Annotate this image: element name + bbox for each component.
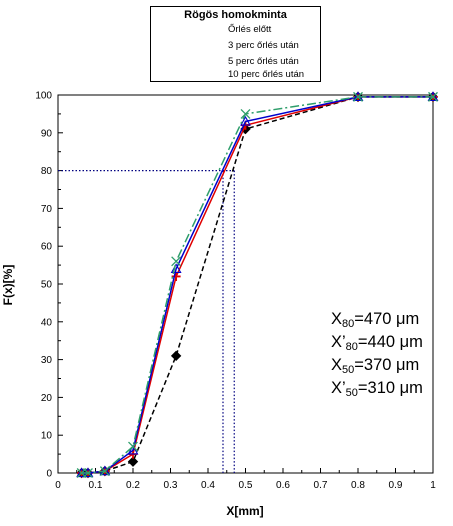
x-tick-label: 0.6 (276, 480, 290, 491)
y-tick-label: 40 (41, 317, 53, 328)
series-line-2 (81, 96, 433, 474)
plot-frame (57, 94, 434, 474)
data-point-series-4 (99, 466, 110, 477)
data-point-series-4 (428, 91, 438, 102)
x-tick-label: 0.5 (239, 480, 253, 491)
data-point-series-3 (127, 444, 139, 455)
data-point-series-4 (240, 108, 251, 119)
y-tick-label: 0 (46, 469, 52, 480)
data-point-series-3 (240, 115, 251, 126)
y-tick-label: 50 (41, 280, 53, 291)
y-tick-label: 10 (41, 431, 53, 442)
y-tick-label: 70 (41, 204, 53, 215)
y-tick-label: 30 (41, 355, 53, 366)
y-tick-label: 80 (41, 166, 53, 177)
x-tick-label: 0.1 (89, 480, 103, 491)
x-tick-label: 0.9 (389, 480, 403, 491)
series-line-4 (81, 96, 433, 474)
annotation-x50-prime: X’50=310 μm (331, 379, 423, 399)
y-tick-label: 90 (41, 128, 53, 139)
x-tick-label: 0 (55, 480, 61, 491)
data-point-series-4 (171, 256, 182, 267)
x-tick-label: 0.2 (126, 480, 140, 491)
data-point-series-4 (83, 468, 93, 478)
data-point-series-1 (127, 456, 139, 467)
legend-entry-series-3: 5 perc őrlés után (228, 56, 299, 67)
series-line-3 (81, 96, 433, 474)
x-tick-label: 0.3 (164, 480, 178, 491)
x-axis-label: X[mm] (226, 504, 264, 518)
legend: Rögös homokminta Őrlés előtt 3 perc őrlé… (150, 6, 321, 82)
data-point-series-4 (128, 441, 138, 452)
x-tick-label: 0.7 (314, 480, 328, 491)
y-axis-label: F(x)[%] (1, 264, 15, 306)
y-tick-label: 100 (35, 91, 52, 102)
x-tick-label: 1 (430, 480, 436, 491)
series-line-1 (81, 96, 433, 474)
x-tick-label: 0.4 (201, 480, 215, 491)
annotation-x80-prime: X’80=440 μm (331, 333, 423, 353)
y-tick-label: 60 (41, 242, 53, 253)
annotation-x50: X50=370 μm (331, 356, 420, 376)
annotation-x80: X80=470 μm (331, 310, 420, 330)
y-tick-label: 20 (41, 393, 53, 404)
data-point-series-1 (170, 350, 182, 362)
data-point-series-2 (171, 271, 181, 281)
legend-entry-series-1: Őrlés előtt (228, 24, 272, 35)
legend-entry-series-4: 10 perc őrlés után (228, 69, 305, 80)
legend-entry-series-2: 3 perc őrlés után (228, 40, 299, 51)
legend-title: Rögös homokminta (184, 9, 287, 21)
data-point-series-4 (353, 91, 363, 102)
x-tick-label: 0.8 (351, 480, 365, 491)
